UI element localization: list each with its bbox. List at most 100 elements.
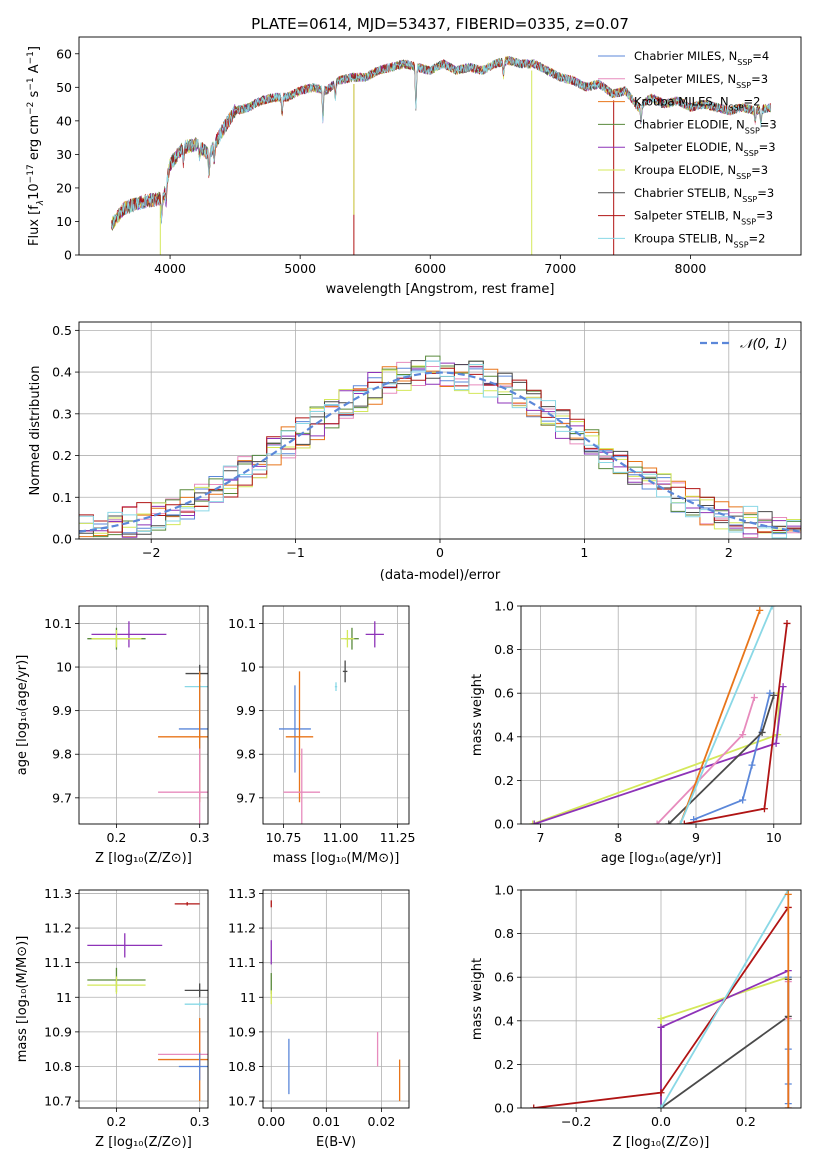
- mass-weight-marker: [770, 691, 778, 699]
- error-bar-salpeter-miles: [283, 748, 321, 824]
- legend-label: Salpeter ELODIE, NSSP=3: [634, 140, 776, 158]
- legend-nssp: =3: [757, 186, 774, 200]
- mass-weight-marker: [680, 820, 688, 824]
- legend-nssp: =4: [752, 49, 769, 63]
- legend-name: Kroupa MILES, N: [634, 95, 729, 109]
- y-tick-label: 11.3: [228, 886, 256, 901]
- y-axis-label: age [log₁₀(age/yr)]: [15, 655, 30, 776]
- gaussian-curve: [79, 371, 801, 533]
- y-tick-label: 11.3: [44, 886, 72, 901]
- mass-weight-marker: [783, 619, 791, 627]
- x-tick-label: 7: [536, 830, 544, 845]
- y-tick-label: 20: [56, 180, 72, 195]
- y-tick-label: 11.2: [228, 921, 256, 936]
- y-axis-label: Normed distribution: [28, 366, 43, 496]
- legend-sub: SSP: [736, 172, 751, 181]
- y-tick-label: 9.8: [236, 747, 256, 762]
- y-axis-label: mass [log₁₀(M/M⊙)]: [15, 936, 30, 1063]
- y-tick-label: 0.8: [494, 642, 514, 657]
- legend-name: Kroupa STELIB, N: [634, 231, 734, 245]
- y-tick-label: 9.8: [52, 747, 72, 762]
- y-label-part: s: [27, 90, 42, 101]
- legend-sub: SSP: [734, 240, 749, 249]
- y-tick-label: 0.0: [494, 817, 514, 832]
- histogram-chabrier-stelib: [79, 360, 801, 539]
- mass-weight-marker: [529, 820, 537, 824]
- y-label-part: ]: [27, 46, 42, 51]
- axes-frame: [520, 889, 802, 1109]
- y-label-part: −17: [26, 164, 36, 183]
- mass-weight-marker: [766, 689, 774, 697]
- panel-residuals: −2 −1 0 1 2 0.0 0.1 0.2 0.3 0.4 0.5 (data-model)/er…: [28, 321, 802, 583]
- mass-weight-line-kroupa-elodie: [660, 976, 789, 1108]
- x-tick-label: 0: [436, 545, 444, 560]
- plot-area: [87, 595, 208, 824]
- legend-label: Salpeter MILES, NSSP=3: [634, 72, 768, 90]
- legend-sub: SSP: [729, 103, 744, 112]
- mass-weight-line-salpeter-elodie: [660, 969, 789, 1108]
- legend-sub: SSP: [742, 194, 757, 203]
- legend-label: Salpeter STELIB, NSSP=3: [634, 209, 773, 227]
- y-tick-label: 0.0: [494, 1101, 514, 1116]
- panel-massweight_vs_Z: −0.2 0.0 0.2 0.0 0.2 0.4 0.6 0.8 1.0 Z [log₁₀(Z/Z…: [470, 883, 802, 1150]
- x-tick-label: 0.2: [736, 1114, 756, 1129]
- histogram-kroupa-stelib: [79, 360, 801, 539]
- y-tick-label: 10.8: [44, 1059, 72, 1074]
- legend-nssp: =2: [744, 95, 761, 109]
- y-tick-label: 0.1: [52, 490, 72, 505]
- x-tick-label: 5000: [284, 261, 316, 276]
- mass-weight-marker: [756, 606, 764, 614]
- y-tick-label: 10.8: [228, 1059, 256, 1074]
- y-tick-label: 10.1: [44, 616, 72, 631]
- y-label-part: erg cm: [27, 115, 42, 164]
- y-tick-label: 50: [56, 80, 72, 95]
- mass-weight-line-kroupa-stelib: [679, 606, 774, 824]
- error-bar-salpeter-stelib: [174, 902, 200, 906]
- mass-weight-marker: [653, 820, 661, 824]
- plot-area: [278, 621, 384, 824]
- y-tick-label: 0.4: [494, 1013, 514, 1028]
- legend-sub: SSP: [744, 149, 759, 158]
- legend-nssp: =3: [760, 117, 777, 131]
- x-tick-label: 8000: [675, 261, 707, 276]
- y-tick-label: 0.2: [494, 1057, 514, 1072]
- x-tick-label: 11.00: [323, 830, 359, 845]
- y-label-part: −2: [26, 102, 36, 115]
- error-bar-salpeter-stelib: [175, 595, 200, 598]
- legend-sub: SSP: [737, 58, 752, 67]
- y-tick-label: 9.9: [236, 703, 256, 718]
- y-tick-label: 9.9: [52, 703, 72, 718]
- y-tick-label: 11.2: [44, 921, 72, 936]
- y-tick-label: 0.3: [52, 406, 72, 421]
- mass-weight-line-salpeter-elodie: [533, 686, 784, 824]
- x-tick-label: 0.3: [190, 1114, 210, 1129]
- y-tick-label: 30: [56, 147, 72, 162]
- legend-label: Chabrier ELODIE, NSSP=3: [634, 117, 777, 135]
- legend-nssp: =2: [749, 231, 766, 245]
- x-tick-label: 0.2: [107, 1114, 127, 1129]
- x-tick-label: 11.25: [380, 830, 416, 845]
- legend-label: Kroupa MILES, NSSP=2: [634, 95, 760, 113]
- legend-name: Chabrier MILES, N: [634, 49, 737, 63]
- error-bar-kroupa-elodie: [340, 629, 355, 648]
- x-tick-label: 9: [692, 830, 700, 845]
- legend-label: 𝒩(0, 1): [740, 337, 787, 352]
- y-tick-label: 10: [56, 214, 72, 229]
- y-tick-label: 0.6: [494, 686, 514, 701]
- y-tick-label: 0.2: [494, 773, 514, 788]
- axes-frame: [78, 321, 802, 540]
- y-tick-label: 11.1: [44, 955, 72, 970]
- spectrum-line-kroupa-stelib: [111, 56, 772, 230]
- mass-weight-marker: [530, 1104, 538, 1108]
- panel-massweight_vs_age: 7 8 9 10 0.0 0.2 0.4 0.6 0.8 1.0 age [log₁₀(age/yr…: [470, 599, 802, 866]
- legend-name: Salpeter MILES, N: [634, 72, 736, 86]
- x-tick-label: 4000: [154, 261, 186, 276]
- x-axis-label: E(B-V): [316, 1135, 356, 1150]
- error-bar-chabrier-stelib: [342, 660, 348, 683]
- plot-area: [87, 902, 208, 1102]
- error-bar-salpeter-elodie: [87, 933, 163, 958]
- legend-label: Chabrier STELIB, NSSP=3: [634, 186, 774, 204]
- legend-sub: SSP: [745, 126, 760, 135]
- y-tick-label: 9.7: [236, 790, 256, 805]
